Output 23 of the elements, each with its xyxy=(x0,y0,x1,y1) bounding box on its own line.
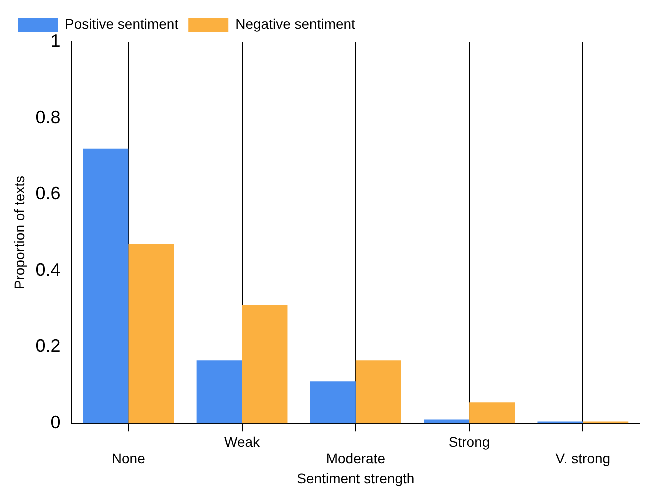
bar xyxy=(196,360,242,424)
y-tick-label: 0.2 xyxy=(36,336,61,356)
y-tick-label: 0 xyxy=(50,412,61,433)
x-tick-label: V. strong xyxy=(556,450,611,467)
bar xyxy=(470,402,515,424)
bar xyxy=(83,148,129,424)
bar xyxy=(356,360,402,424)
bar xyxy=(310,382,356,424)
bar xyxy=(128,244,174,424)
y-tick-label: 0.8 xyxy=(36,107,61,128)
y-tick-label: 1 xyxy=(50,30,61,51)
x-tick-label: Strong xyxy=(448,434,490,450)
y-tick-label: 0.6 xyxy=(36,184,61,204)
bar xyxy=(424,420,470,424)
x-tick-label: Moderate xyxy=(326,450,386,467)
x-tick-label: Weak xyxy=(224,434,262,450)
x-axis-title: Sentiment strength xyxy=(297,470,415,486)
legend-label: Positive sentiment xyxy=(65,16,179,32)
legend-label: Negative sentiment xyxy=(236,16,356,32)
bar xyxy=(242,305,288,424)
y-axis-title: Proportion of texts xyxy=(11,176,28,290)
y-tick-label: 0.4 xyxy=(36,260,61,280)
x-tick-label: None xyxy=(112,450,146,467)
